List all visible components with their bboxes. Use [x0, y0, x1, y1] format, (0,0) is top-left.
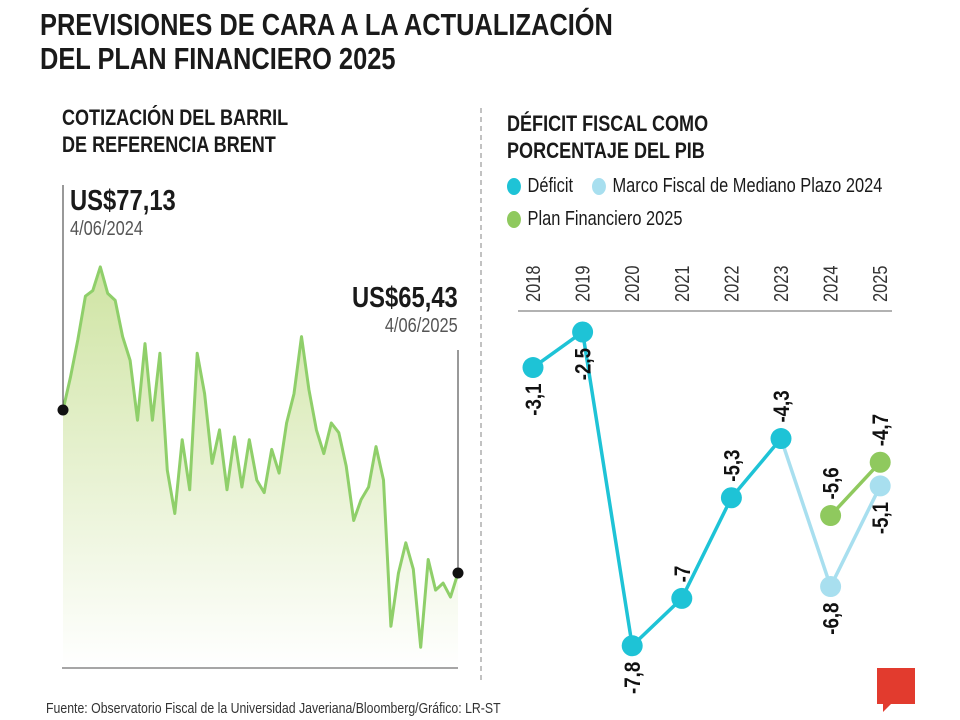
data-point	[770, 428, 792, 450]
brent-title-line-1: COTIZACIÓN DEL BARRIL	[62, 105, 289, 130]
data-label: -2,5	[572, 348, 596, 380]
brent-end-annotation: US$65,43 4/06/2025	[352, 282, 458, 338]
brent-end-value: US$65,43	[352, 282, 458, 314]
data-point	[869, 451, 891, 473]
year-tick-label: 2024	[819, 266, 842, 302]
data-point	[572, 321, 594, 343]
year-tick-label: 2022	[720, 266, 743, 302]
data-point	[820, 505, 842, 527]
year-tick-label: 2019	[571, 266, 594, 302]
brent-end-date: 4/06/2025	[384, 315, 458, 337]
legend-dot-icon	[592, 178, 606, 195]
data-label: -5,1	[870, 502, 894, 534]
data-point	[720, 487, 742, 509]
lr-logo	[877, 668, 915, 712]
year-tick-label: 2018	[521, 266, 544, 302]
data-point	[671, 587, 693, 609]
legend-item-marco: Marco Fiscal de Mediano Plazo 2024	[592, 175, 882, 198]
data-label: -5,3	[721, 450, 745, 482]
legend-label: Plan Financiero 2025	[527, 208, 683, 230]
data-label: -4,3	[771, 390, 795, 422]
series-line-2	[829, 461, 882, 517]
year-tick-label: 2025	[869, 266, 892, 302]
deficit-title-line-1: DÉFICIT FISCAL COMO	[507, 111, 709, 136]
data-label: -7	[671, 566, 695, 583]
year-tick-label: 2021	[670, 266, 693, 302]
brent-title-line-2: DE REFERENCIA BRENT	[62, 132, 276, 157]
data-point	[869, 475, 891, 497]
legend-item-deficit: Déficit	[507, 175, 573, 198]
brent-chart	[57, 185, 464, 669]
series-line-0	[531, 328, 783, 650]
page-title: PREVISIONES DE CARA A LA ACTUALIZACIÓN D…	[40, 8, 613, 76]
brent-start-value: US$77,13	[70, 185, 176, 217]
title-line-2: DEL PLAN FINANCIERO 2025	[40, 41, 396, 76]
brent-line	[61, 265, 460, 649]
source-footer: Fuente: Observatorio Fiscal de la Univer…	[46, 700, 501, 717]
year-tick-label: 2023	[769, 266, 792, 302]
deficit-title-line-2: PORCENTAJE DEL PIB	[507, 138, 705, 163]
data-point	[621, 635, 643, 657]
brent-end-point	[452, 567, 464, 579]
brent-start-date: 4/06/2024	[70, 218, 143, 240]
year-tick-label: 2020	[621, 266, 644, 302]
data-label: -3,1	[523, 384, 547, 416]
brent-chart-title: COTIZACIÓN DEL BARRIL DE REFERENCIA BREN…	[62, 104, 288, 158]
legend-dot-icon	[507, 178, 521, 195]
legend-item-plan: Plan Financiero 2025	[507, 208, 682, 231]
brent-area	[63, 266, 458, 668]
legend-dot-icon	[507, 211, 521, 228]
brent-start-point	[57, 404, 69, 416]
data-label: -7,8	[622, 662, 646, 694]
title-line-1: PREVISIONES DE CARA A LA ACTUALIZACIÓN	[40, 7, 613, 42]
data-label: -6,8	[820, 603, 844, 635]
legend-label: Marco Fiscal de Mediano Plazo 2024	[612, 175, 883, 197]
data-label: -5,6	[820, 467, 844, 499]
legend-label: Déficit	[527, 175, 574, 197]
data-point	[820, 576, 842, 598]
data-label: -4,7	[870, 414, 894, 446]
deficit-chart-title: DÉFICIT FISCAL COMO PORCENTAJE DEL PIB	[507, 110, 708, 164]
data-point	[522, 357, 544, 379]
deficit-chart: 2018 2019 2020 2021 2022 2023 2024 2025 -6,8 -5,1…	[518, 266, 894, 694]
brent-start-annotation: US$77,13 4/06/2024	[70, 185, 176, 241]
